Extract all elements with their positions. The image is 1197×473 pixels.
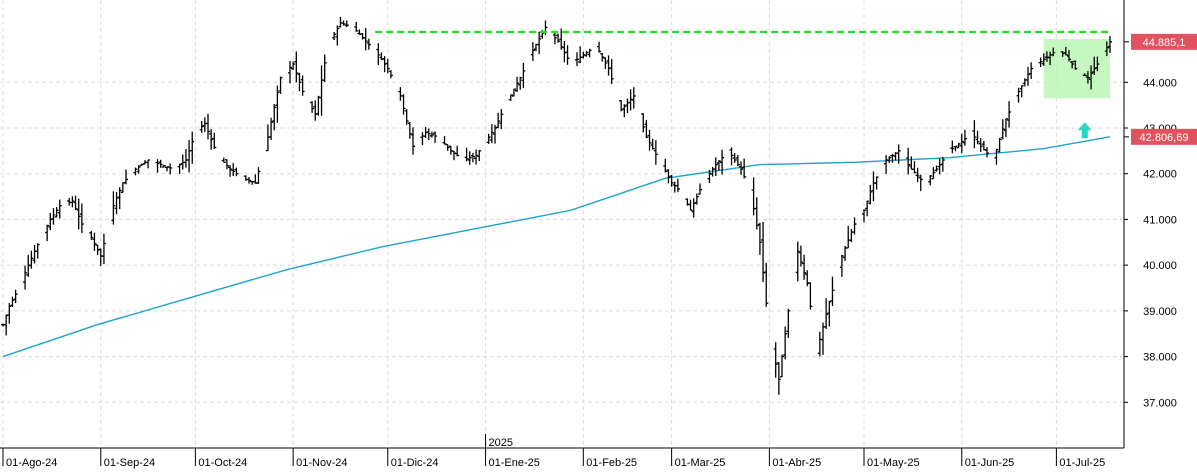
x-tick-label: 01-Nov-24 <box>296 457 347 469</box>
x-tick-label: 01-Jun-25 <box>965 457 1015 469</box>
last-price-tag-label: 44.885,1 <box>1143 37 1186 49</box>
y-tick-label: 38.000 <box>1143 352 1177 364</box>
x-tick-label: 01-Ago-24 <box>6 457 57 469</box>
grid-lines <box>0 0 1122 448</box>
y-tick-label: 42.000 <box>1143 169 1177 181</box>
x-tick-label: 01-May-25 <box>867 457 920 469</box>
x-tick-label: 01-Oct-24 <box>198 457 247 469</box>
x-tick-label: 01-Ene-25 <box>489 457 540 469</box>
moving-average-tag-bg <box>1131 128 1197 145</box>
moving-average-tag-label: 42.806,69 <box>1140 132 1189 144</box>
moving-average-layer <box>2 136 1111 358</box>
price-bars-layer <box>1 16 1112 395</box>
x-tick-label: 01-Feb-25 <box>586 457 637 469</box>
last-price-tag-bg <box>1131 33 1197 50</box>
overlay-layer <box>375 30 1110 139</box>
x-tick-label: 01-Mar-25 <box>675 457 726 469</box>
up-arrow-icon <box>1077 122 1092 139</box>
x-tick-label: 01-Dic-24 <box>391 457 439 469</box>
x-tick-label: 01-Jul-25 <box>1059 457 1105 469</box>
y-tick-label: 44.000 <box>1143 77 1177 89</box>
y-tick-label: 41.000 <box>1143 214 1177 226</box>
x-tick-label: 01-Abr-25 <box>772 457 821 469</box>
y-tick-label: 40.000 <box>1143 260 1177 272</box>
year-marker-label: 2025 <box>489 437 513 449</box>
x-tick-label: 01-Sep-24 <box>104 457 155 469</box>
y-tick-label: 39.000 <box>1143 306 1177 318</box>
moving-average-line <box>2 136 1111 358</box>
y-tick-label: 37.000 <box>1143 397 1177 409</box>
